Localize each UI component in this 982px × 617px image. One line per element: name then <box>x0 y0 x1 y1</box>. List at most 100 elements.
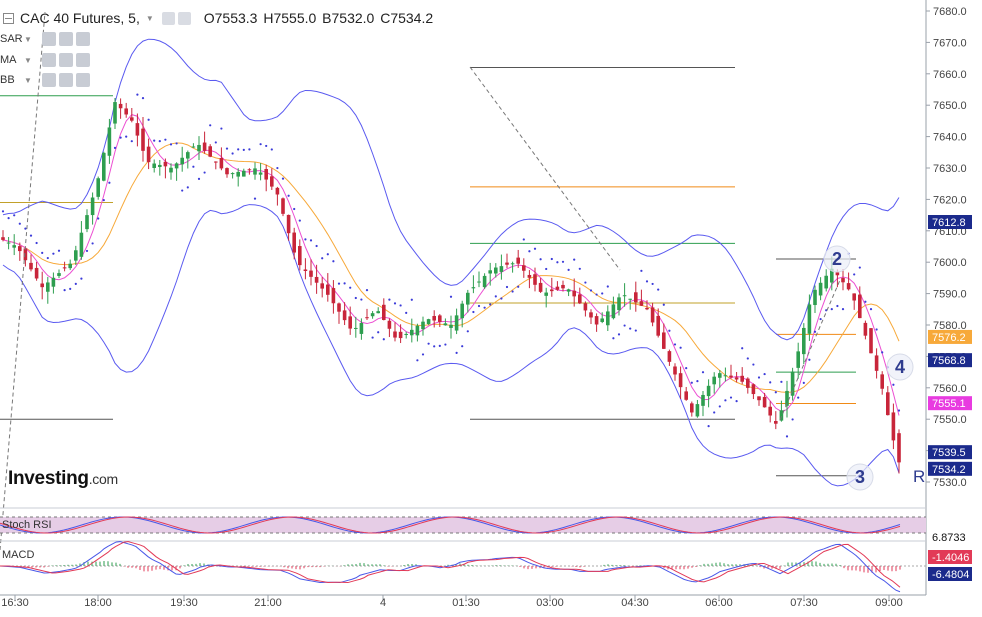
sar-dot <box>181 189 184 192</box>
close-icon[interactable] <box>75 73 90 87</box>
sar-dot <box>298 219 301 222</box>
chevron-down-icon[interactable]: ▼ <box>24 75 32 85</box>
wave-label-circle <box>886 353 914 381</box>
candle-body <box>505 262 509 265</box>
sar-dot <box>237 148 240 151</box>
sar-dot <box>119 136 122 139</box>
x-tick-label: 06:00 <box>705 597 733 609</box>
sar-dot <box>354 296 357 300</box>
sar-dot <box>158 140 161 143</box>
candle-body <box>499 266 504 272</box>
sar-dot <box>293 207 296 211</box>
candle-body <box>611 304 616 319</box>
collapse-icon[interactable] <box>3 13 14 24</box>
wave-label: 3 <box>855 467 865 487</box>
candle-body <box>527 274 532 278</box>
sar-dot <box>315 244 318 248</box>
sar-dot <box>673 343 677 346</box>
chevron-down-icon[interactable]: ▼ <box>145 13 154 23</box>
wave-label: 2 <box>832 249 842 269</box>
sar-dot <box>640 269 643 272</box>
sar-dot <box>472 310 475 314</box>
settings-icon[interactable] <box>161 11 175 25</box>
indicator-name: MA <box>0 54 17 66</box>
candle-body <box>23 248 28 261</box>
y-tick-label: 7530.0 <box>933 477 967 489</box>
close-icon[interactable] <box>75 53 90 67</box>
gear-icon[interactable] <box>58 32 73 46</box>
y-tick-label: 7630.0 <box>933 163 967 175</box>
sar-dot <box>701 371 705 374</box>
visibility-icon[interactable] <box>41 53 56 67</box>
x-tick-label: 18:00 <box>84 597 112 609</box>
candle-body <box>522 265 526 271</box>
candle-body <box>572 290 576 297</box>
stoch-value-tag <box>928 530 972 543</box>
macd-value-tag <box>928 567 972 581</box>
sar-dot <box>416 359 419 362</box>
candle-body <box>622 295 627 297</box>
candle-body <box>236 171 240 177</box>
candle-body <box>874 355 879 371</box>
indicator-row-bb[interactable]: BB ▼ <box>0 73 93 87</box>
candle-body <box>656 315 660 336</box>
candle-body <box>533 274 537 285</box>
sar-dot <box>29 234 33 237</box>
sar-dot <box>752 363 755 366</box>
sar-dot <box>102 199 105 202</box>
close-icon[interactable] <box>75 32 90 46</box>
candle-body <box>141 128 145 151</box>
sar-dot <box>690 381 693 384</box>
candle-body <box>746 378 750 388</box>
gear-icon[interactable] <box>177 11 191 25</box>
chevron-down-icon[interactable]: ▼ <box>24 55 32 65</box>
sar-dot <box>573 258 576 261</box>
candle-body <box>90 197 95 216</box>
price-tag-label: 7555.1 <box>932 398 966 410</box>
stoch-band <box>0 517 926 533</box>
candle-body <box>617 297 621 311</box>
indicator-row-ma[interactable]: MA ▼ <box>0 53 93 67</box>
gear-icon[interactable] <box>58 53 73 67</box>
sar-dot <box>533 247 537 250</box>
price-tag <box>928 461 972 476</box>
price-tag-label: 7539.5 <box>932 447 966 459</box>
candle-body <box>852 293 856 301</box>
x-tick-label: 01:30 <box>452 597 480 609</box>
y-tick-label: 7650.0 <box>933 100 967 112</box>
candle-body <box>34 267 39 279</box>
sar-dot <box>645 280 649 283</box>
candle-body <box>286 214 291 234</box>
sar-dot <box>724 399 727 402</box>
candle-body <box>544 292 548 296</box>
sar-dot <box>813 330 817 333</box>
candle-body <box>303 269 308 271</box>
x-tick-label: 04:30 <box>621 597 649 609</box>
gear-icon[interactable] <box>58 73 73 87</box>
candle-body <box>734 377 739 380</box>
sar-dot <box>466 330 469 333</box>
sar-dot <box>332 260 335 263</box>
price-tag <box>928 215 972 230</box>
candle-body <box>214 161 218 163</box>
indicator-name: SAR <box>0 33 23 45</box>
candle-body <box>600 318 604 322</box>
candle-body <box>376 311 380 314</box>
candle-body <box>846 283 851 290</box>
candle-body <box>354 327 358 329</box>
sar-dot <box>1 210 5 213</box>
visibility-icon[interactable] <box>41 32 56 46</box>
candle-body <box>146 146 151 163</box>
visibility-icon[interactable] <box>41 73 56 87</box>
sar-dot <box>595 293 598 296</box>
price-tag <box>928 445 972 460</box>
sar-dot <box>35 241 38 245</box>
chevron-down-icon[interactable]: ▼ <box>24 34 32 44</box>
candle-body <box>897 433 901 463</box>
bollinger-lower <box>2 204 900 487</box>
sar-dot <box>634 329 637 332</box>
indicator-row-sar[interactable]: SAR ▼ <box>0 32 93 46</box>
candle-body <box>342 310 347 321</box>
candle-body <box>85 215 89 230</box>
